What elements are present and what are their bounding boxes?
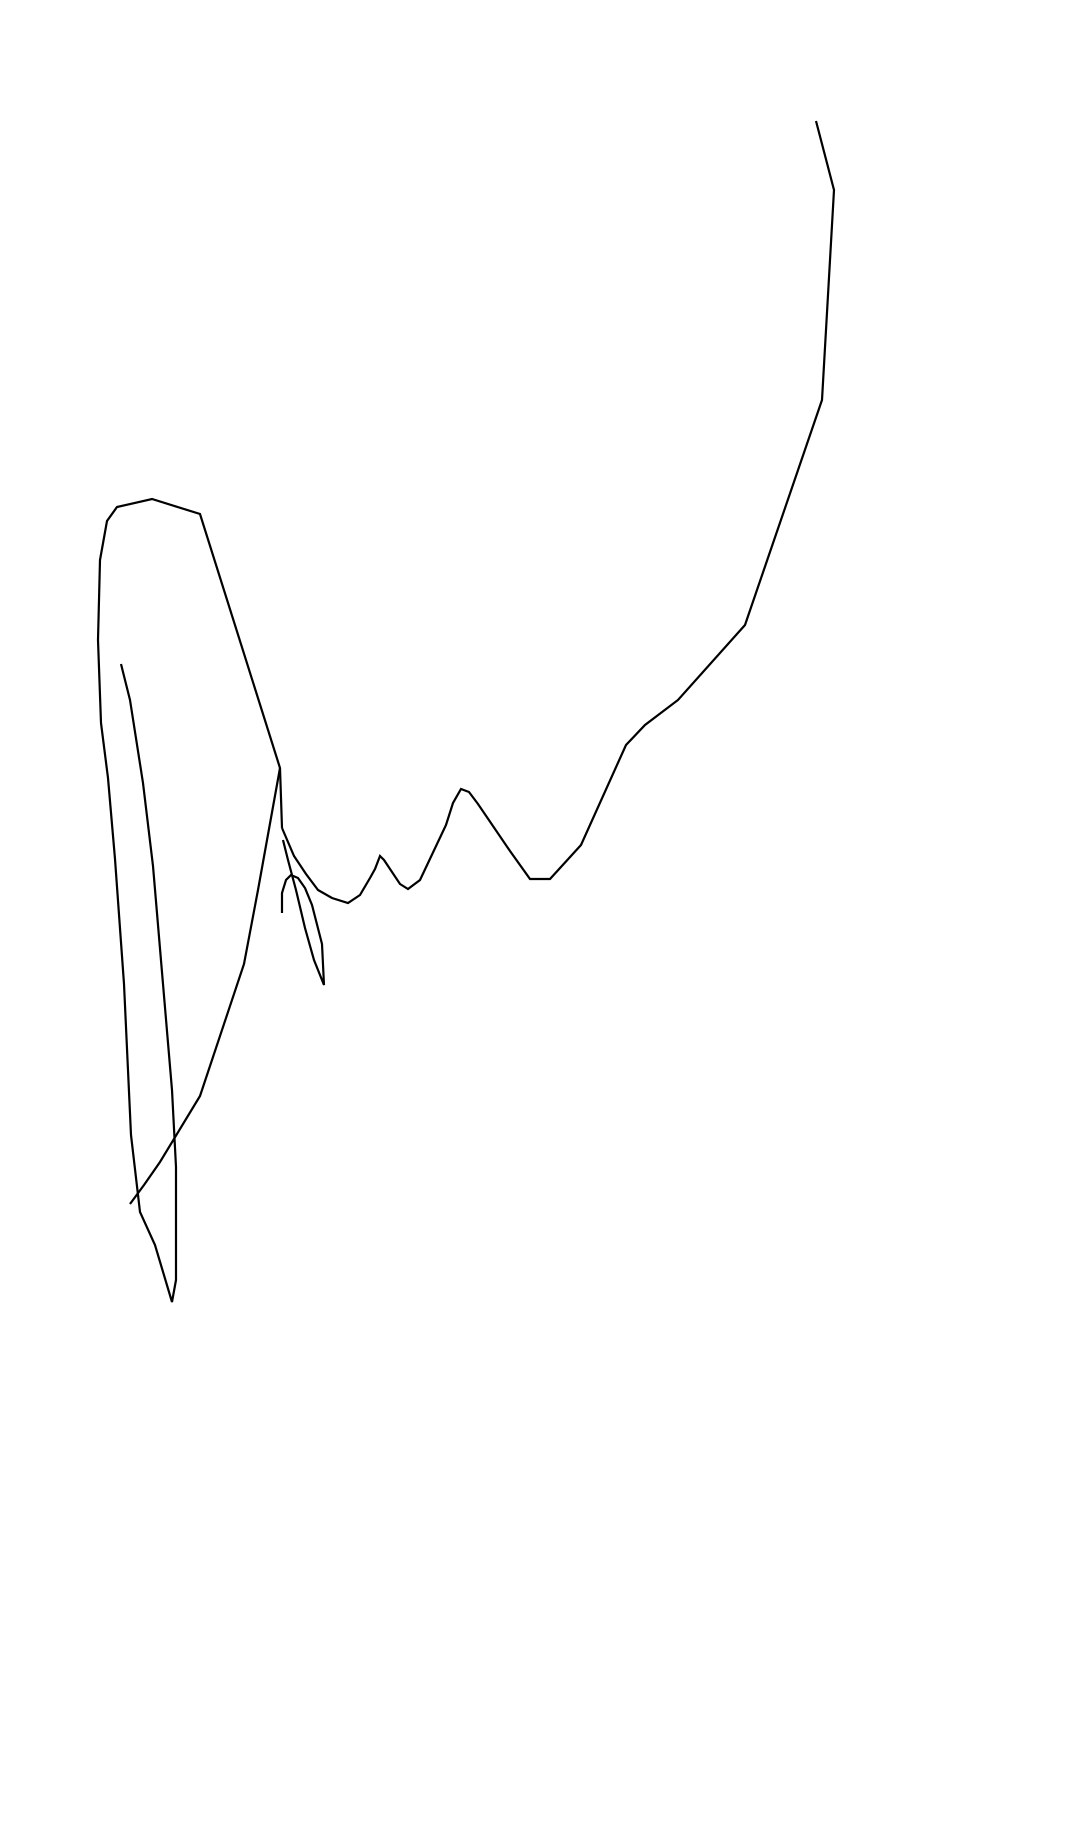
signature-cross-stroke xyxy=(129,767,282,1205)
signature-main-stroke xyxy=(280,120,836,905)
signature-flourish-stroke xyxy=(280,839,326,986)
signature-loop-stroke xyxy=(96,497,284,1303)
signature-strokes xyxy=(96,120,836,1303)
